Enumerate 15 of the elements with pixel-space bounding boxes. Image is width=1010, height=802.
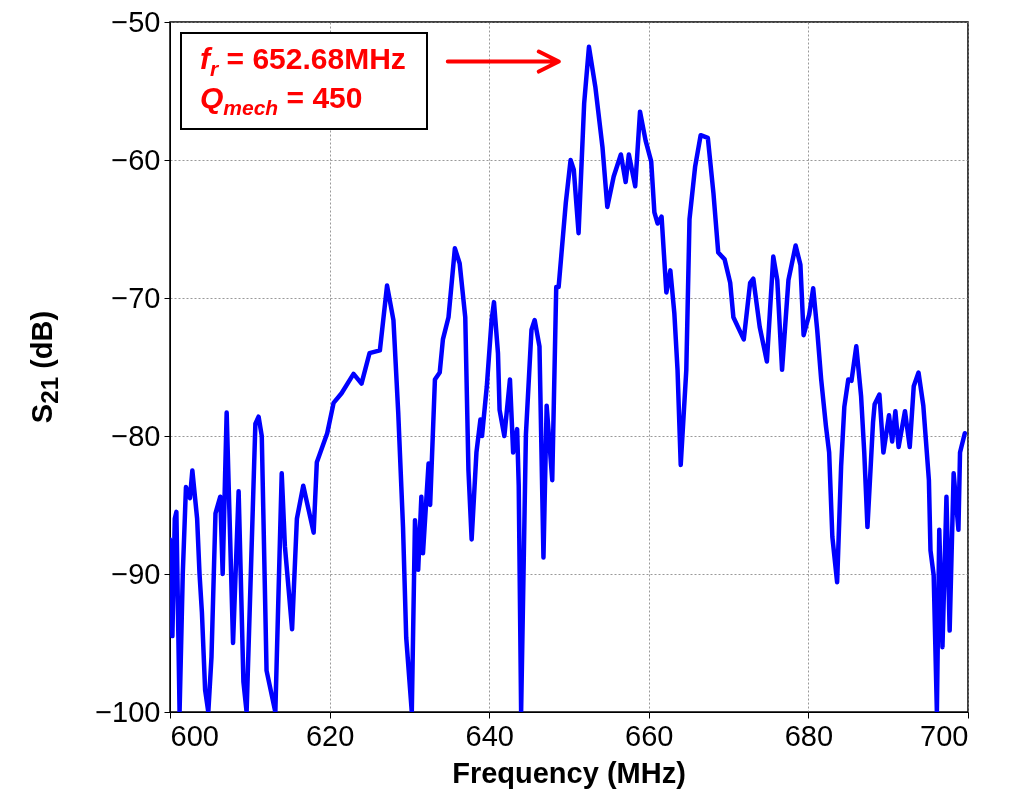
y-tick-label: −100 (95, 695, 161, 728)
x-axis-title: Frequency (MHz) (452, 757, 686, 790)
y-tick-label: −60 (111, 143, 161, 176)
y-tick-label: −70 (111, 281, 161, 314)
x-tick-label: 660 (625, 719, 674, 752)
x-tick-label: 620 (305, 719, 355, 752)
x-tick-label: 680 (784, 719, 834, 752)
x-tick-label: 700 (920, 719, 969, 752)
y-tick-label: −80 (111, 419, 161, 452)
annotation: Q$_{mech}$ = 450 (200, 81, 364, 121)
y-tick-label: −90 (111, 557, 161, 590)
annotation: f$_{r}$ = 652.68MHz (200, 42, 406, 82)
x-tick-label: 600 (170, 719, 219, 752)
y-tick-label: −50 (111, 5, 161, 38)
x-tick-label: 640 (465, 719, 514, 752)
